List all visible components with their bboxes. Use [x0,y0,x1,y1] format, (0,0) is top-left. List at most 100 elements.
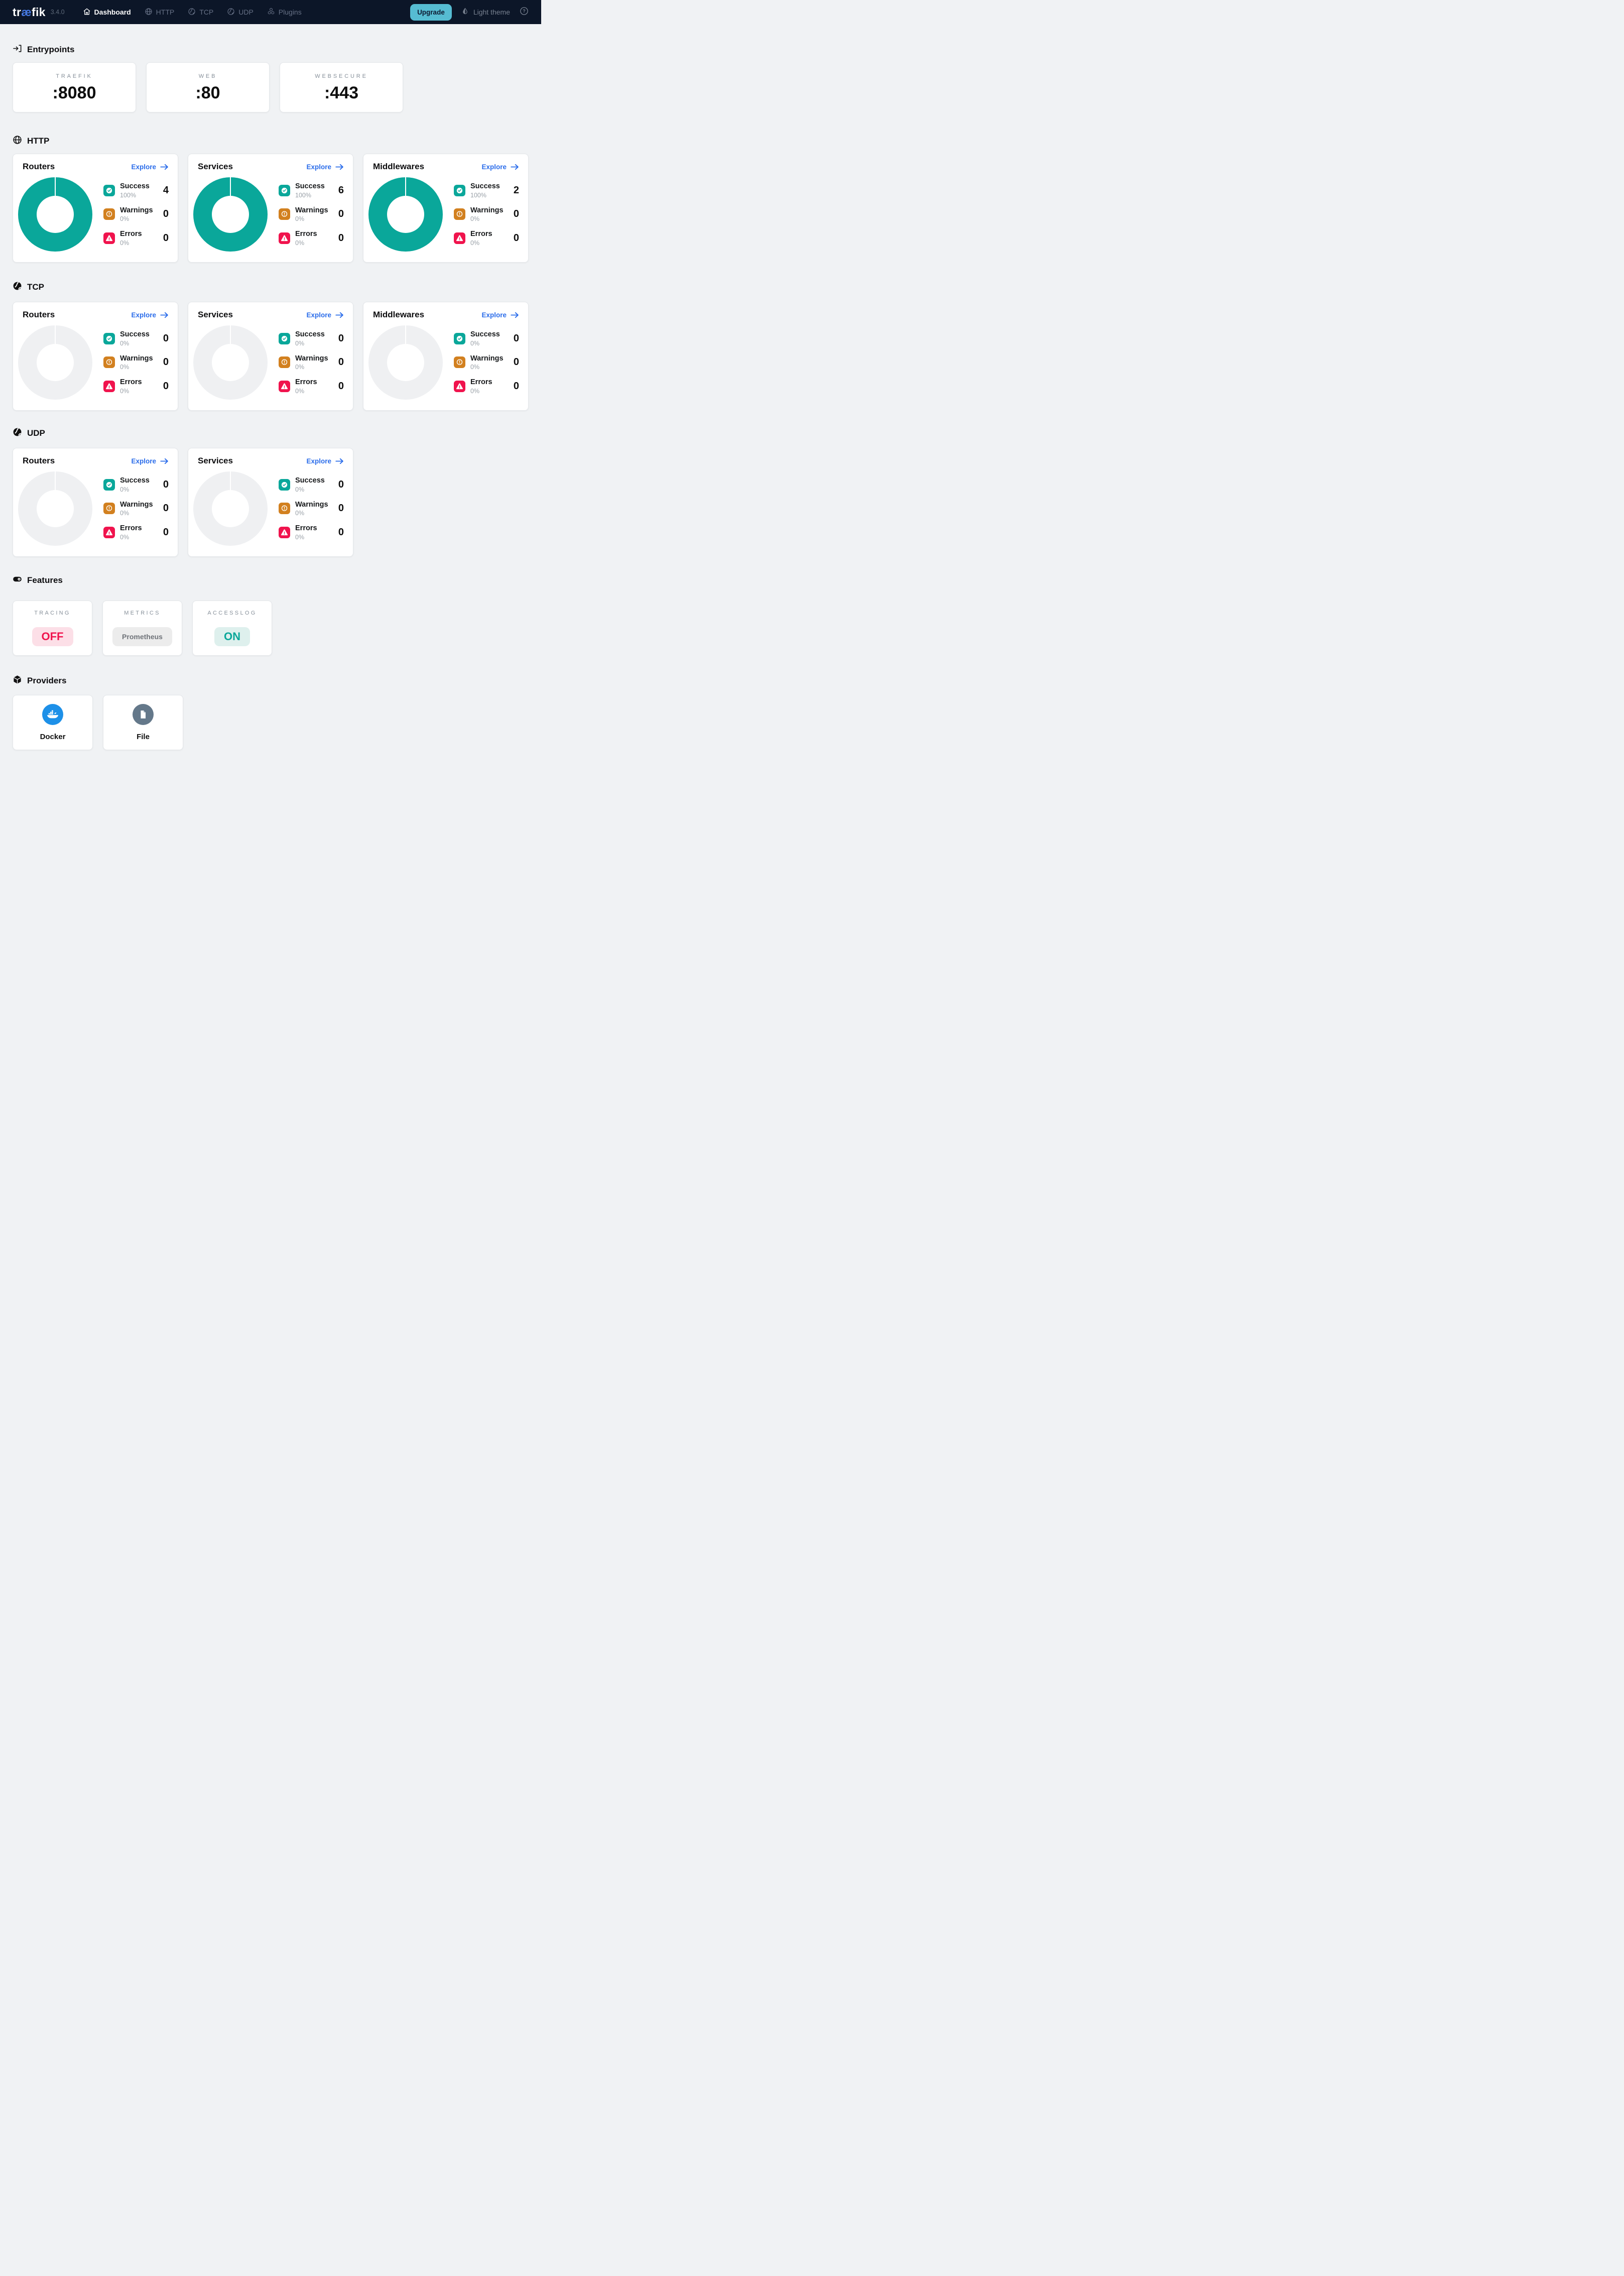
success-icon [103,478,115,491]
legend-row-success: Success 100% 6 [279,182,344,199]
metrics-status-badge: Prometheus [112,627,172,646]
explore-link[interactable]: Explore [306,163,344,171]
explore-label: Explore [306,457,331,465]
error-icon [279,232,290,245]
legend-pct: 0% [295,364,305,371]
providers-section-heading: Providers [13,675,529,687]
entrypoint-card-websecure: WEBSECURE :443 [280,62,403,112]
entrypoint-port: :80 [195,83,220,102]
features-toggle-icon [13,574,22,586]
legend-count: 0 [163,232,169,244]
entrypoint-port: :443 [324,83,359,102]
status-legend: Success 0% 0 Warnings 0% 0 Errors 0% 0 [103,476,169,541]
legend-pct: 0% [470,239,480,247]
entrypoint-card-traefik: TRAEFIK :8080 [13,62,136,112]
legend-row-success: Success 0% 0 [103,330,169,347]
legend-count: 0 [163,208,169,220]
nav-item-udp[interactable]: UDP [227,8,254,17]
legend-label: Errors [120,230,142,238]
tracing-status-badge: OFF [32,627,73,646]
legend-count: 0 [163,381,169,392]
warning-icon [454,208,465,220]
section-title: Providers [27,676,67,685]
legend-label: Errors [295,230,317,238]
legend-row-warnings: Warnings 0% 0 [103,206,169,223]
legend-pct: 0% [295,486,305,493]
nav-item-http[interactable]: HTTP [145,8,175,17]
nav-item-tcp[interactable]: TCP [188,8,213,17]
providers-row: Docker File [13,695,529,750]
error-icon [279,381,290,393]
upgrade-button[interactable]: Upgrade [410,4,452,21]
nav-item-plugins[interactable]: Plugins [267,8,302,17]
legend-label: Errors [120,378,142,387]
warning-icon [279,208,290,220]
arrow-right-icon [335,458,343,464]
legend-label: Errors [295,524,317,533]
success-icon [279,332,290,344]
feature-card-metrics: METRICS Prometheus [102,601,182,656]
help-button[interactable]: ? [520,7,529,18]
explore-link[interactable]: Explore [131,457,169,465]
status-donut-chart [193,177,268,252]
provider-card-docker: Docker [13,695,93,750]
status-donut-chart [18,177,92,252]
explore-link[interactable]: Explore [306,457,344,465]
udp-services-card: Services Explore Success 0% 0 Warni [188,448,353,557]
success-icon [279,478,290,491]
legend-pct: 0% [470,364,480,371]
legend-label: Warnings [120,206,153,214]
legend-label: Errors [295,378,317,387]
status-donut-chart [368,177,443,252]
section-title: Features [27,575,63,585]
legend-row-success: Success 100% 2 [454,182,519,199]
card-title: Services [198,456,233,465]
legend-label: Success [120,182,150,190]
explore-link[interactable]: Explore [131,163,169,171]
legend-row-warnings: Warnings 0% 0 [279,206,344,222]
explore-link[interactable]: Explore [481,311,519,319]
legend-pct: 100% [470,191,486,199]
legend-count: 0 [163,527,169,538]
status-legend: Success 0% 0 Warnings 0% 0 Errors 0% 0 [279,476,344,541]
success-icon [279,184,290,196]
http-services-card: Services Explore Success 100% 6 War [188,154,353,263]
explore-link[interactable]: Explore [481,163,519,171]
warning-icon [103,503,115,515]
legend-pct: 0% [120,215,130,223]
entrypoint-name: WEB [198,73,217,79]
error-icon [103,381,115,393]
error-icon [103,232,115,245]
legend-count: 0 [338,381,344,392]
legend-pct: 0% [295,339,305,347]
legend-label: Success [295,476,325,485]
card-title: Services [198,162,233,171]
plugins-cubes-icon [267,8,275,17]
status-donut-chart [368,325,443,400]
features-section-heading: Features [13,574,529,586]
arrow-right-icon [160,312,168,318]
provider-name: Docker [40,733,66,741]
udp-cards-row: Routers Explore Success 0% 0 Warnin [13,448,529,557]
legend-count: 0 [338,503,344,514]
nav-item-dashboard[interactable]: Dashboard [83,8,131,17]
theme-toggle[interactable]: Light theme [461,7,510,17]
legend-count: 4 [163,184,169,196]
explore-link[interactable]: Explore [306,311,344,319]
status-legend: Success 100% 6 Warnings 0% 0 Errors 0% 0 [279,182,344,247]
legend-row-warnings: Warnings 0% 0 [454,354,519,371]
status-legend: Success 100% 2 Warnings 0% 0 Errors 0% 0 [454,182,519,247]
warning-icon [103,356,115,369]
legend-row-warnings: Warnings 0% 0 [279,501,344,517]
http-globe-icon [13,135,22,147]
status-donut-chart [193,325,268,400]
legend-row-errors: Errors 0% 0 [454,378,519,395]
legend-count: 0 [338,356,344,368]
nav-label: HTTP [156,8,175,16]
success-icon [454,332,465,344]
accesslog-status-badge: ON [214,627,250,646]
explore-link[interactable]: Explore [131,311,169,319]
legend-count: 0 [338,478,344,490]
legend-row-errors: Errors 0% 0 [103,378,169,395]
status-legend: Success 100% 4 Warnings 0% 0 Errors 0% 0 [103,182,169,247]
